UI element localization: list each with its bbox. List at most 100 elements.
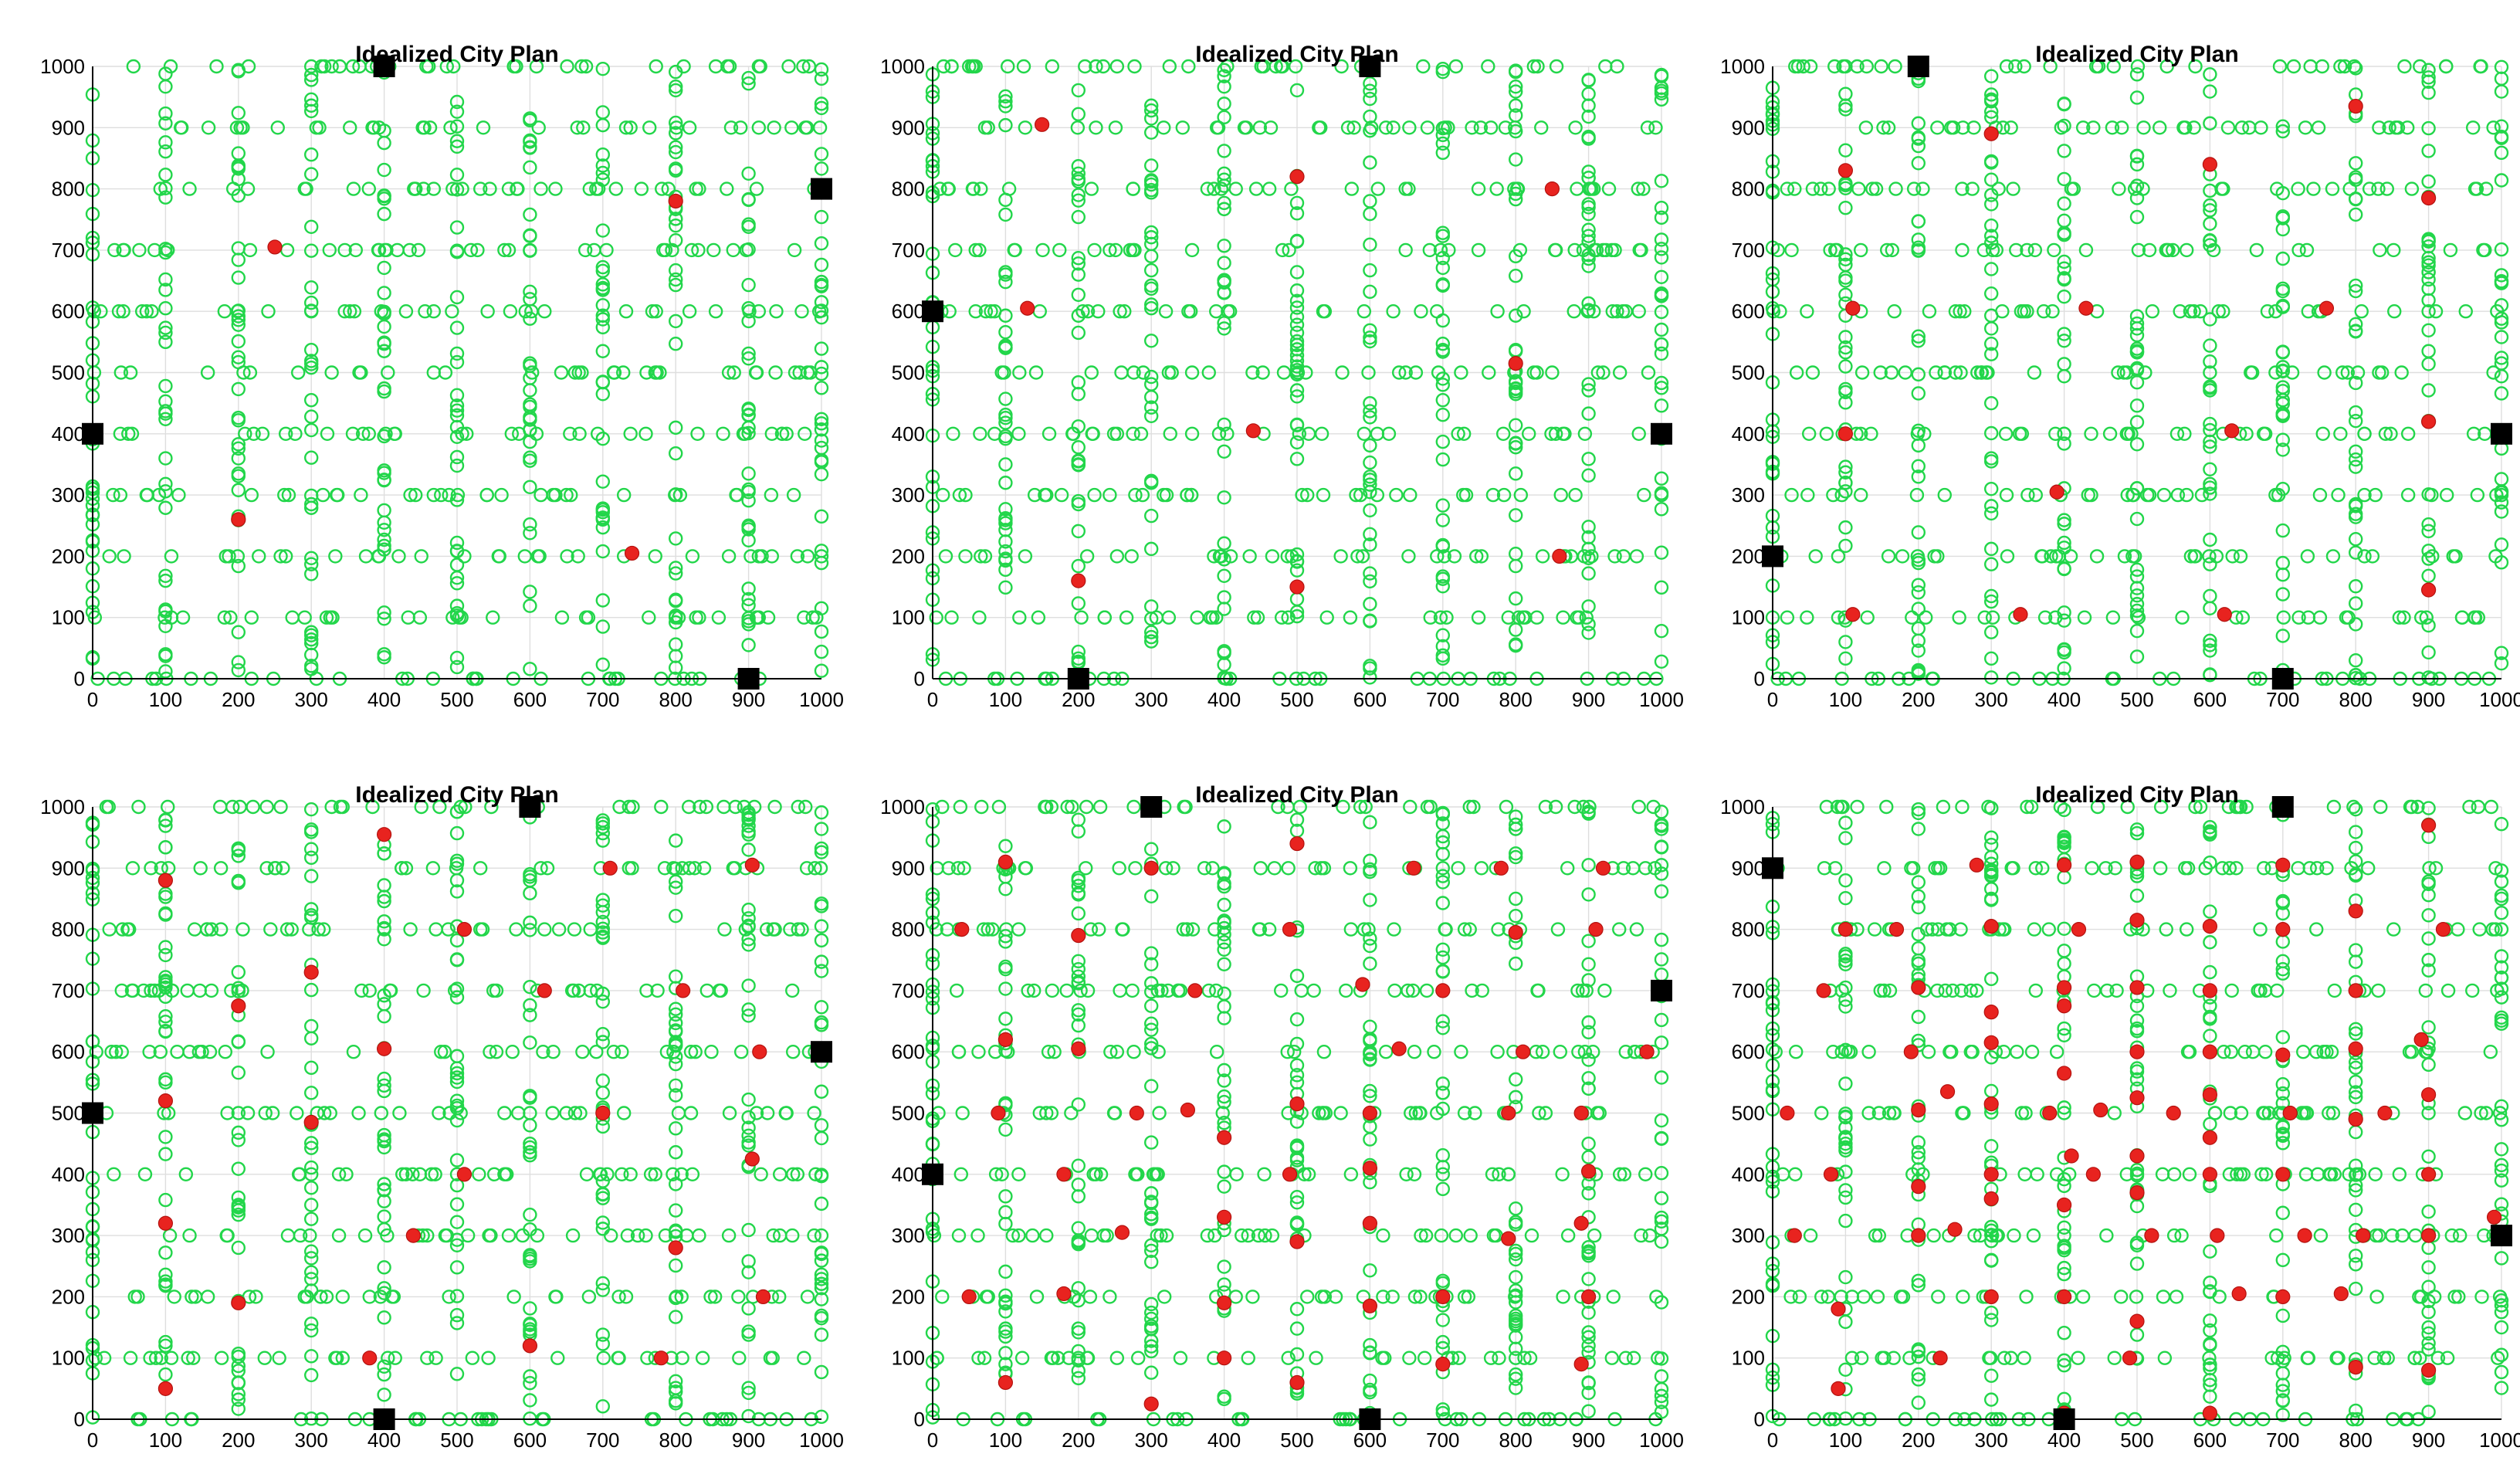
occupied-marker (998, 1294, 1013, 1309)
selected-point (1903, 1044, 1919, 1059)
occupied-marker (2129, 1013, 2145, 1028)
selected-point (1289, 835, 1305, 852)
selected-point (2420, 414, 2437, 429)
occupied-marker (377, 429, 391, 444)
occupied-marker (304, 1160, 319, 1175)
occupied-marker (1838, 200, 1853, 215)
occupied-marker (1078, 59, 1092, 74)
occupied-marker (304, 1140, 319, 1155)
series-selected (231, 193, 683, 561)
selected-point (1573, 1357, 1589, 1372)
occupied-marker (2309, 1045, 2324, 1059)
selected-point (2129, 980, 2145, 995)
occupied-marker (671, 1106, 686, 1120)
occupied-marker (707, 1290, 723, 1304)
occupied-marker (2107, 1351, 2122, 1365)
occupied-marker (1654, 545, 1669, 560)
occupied-marker (974, 181, 988, 196)
occupied-marker (1789, 1045, 1804, 1059)
occupied-marker (1911, 643, 1926, 658)
occupied-marker (1363, 263, 1377, 278)
occupied-marker (1984, 1305, 1999, 1320)
occupied-marker (442, 1106, 457, 1120)
occupied-marker (2421, 876, 2436, 892)
occupied-marker (1217, 568, 1231, 583)
occupied-marker (2027, 365, 2042, 380)
occupied-marker (317, 1106, 332, 1120)
y-tick-label: 200 (1732, 1285, 1765, 1308)
occupied-marker (2349, 825, 2363, 839)
occupied-marker (570, 120, 584, 135)
occupied-marker (1581, 1025, 1596, 1040)
occupied-marker (182, 181, 197, 196)
occupied-marker (1831, 549, 1846, 564)
occupied-marker (2421, 670, 2436, 685)
occupied-marker (781, 59, 796, 74)
occupied-marker (347, 304, 362, 319)
occupied-marker (523, 923, 537, 937)
occupied-marker (2296, 1106, 2312, 1120)
selected-point (231, 512, 246, 527)
occupied-marker (1581, 1081, 1596, 1096)
occupied-marker (814, 1084, 829, 1099)
occupied-marker (1114, 365, 1129, 380)
occupied-marker (1911, 1009, 1926, 1025)
x-tick-label: 600 (2193, 1428, 2227, 1452)
occupied-marker (1885, 242, 1900, 258)
occupied-marker (235, 983, 249, 998)
occupied-marker (1284, 181, 1299, 196)
occupied-marker (449, 1113, 465, 1128)
occupied-marker (523, 1369, 537, 1384)
occupied-marker (2494, 1293, 2509, 1308)
occupied-marker (1996, 120, 2010, 135)
occupied-marker (595, 544, 610, 559)
occupied-marker (1175, 120, 1190, 135)
occupied-marker (611, 1351, 625, 1365)
occupied-marker (158, 116, 173, 130)
occupied-marker (2203, 476, 2217, 492)
occupied-marker (1581, 1338, 1596, 1354)
occupied-marker (1509, 249, 1523, 264)
occupied-marker (1827, 242, 1843, 258)
occupied-marker (1358, 799, 1373, 815)
occupied-marker (354, 983, 369, 998)
occupied-marker (2494, 311, 2509, 326)
occupied-marker (158, 840, 173, 855)
occupied-marker (276, 861, 290, 876)
occupied-marker (2333, 59, 2348, 74)
occupied-marker (2057, 830, 2071, 845)
occupied-marker (1071, 251, 1086, 266)
occupied-marker (1071, 524, 1086, 539)
occupied-marker (415, 120, 430, 135)
chart-panel-5: 0 100 200 300 400 500 600 700 800 900 1000 0 100 200 3… (840, 740, 1684, 1481)
occupied-marker (1610, 59, 1624, 74)
occupied-marker (2413, 59, 2427, 74)
occupied-marker (1509, 508, 1523, 523)
occupied-marker (554, 365, 569, 380)
occupied-marker (778, 1106, 793, 1120)
occupied-marker (101, 799, 116, 815)
occupied-marker (1911, 1278, 1926, 1293)
occupied-marker (578, 242, 593, 258)
occupied-marker (2275, 300, 2290, 314)
occupied-marker (117, 242, 131, 258)
occupied-marker (741, 533, 756, 547)
occupied-marker (1524, 1228, 1539, 1243)
occupied-marker (2109, 983, 2124, 998)
occupied-marker (2017, 304, 2031, 319)
occupied-marker (998, 1189, 1013, 1204)
occupied-marker (2159, 59, 2174, 74)
occupied-marker (1999, 487, 2014, 503)
selected-point (1639, 1044, 1655, 1059)
occupied-marker (998, 1264, 1013, 1279)
occupied-marker (1289, 1114, 1305, 1129)
occupied-marker (723, 120, 739, 135)
occupied-marker (1945, 983, 1960, 998)
occupied-marker (137, 1167, 153, 1181)
occupied-marker (144, 304, 159, 319)
occupied-marker (2386, 922, 2401, 937)
occupied-marker (669, 1049, 683, 1064)
occupied-marker (2349, 579, 2363, 594)
selected-point (668, 1240, 683, 1256)
occupied-marker (785, 983, 800, 998)
